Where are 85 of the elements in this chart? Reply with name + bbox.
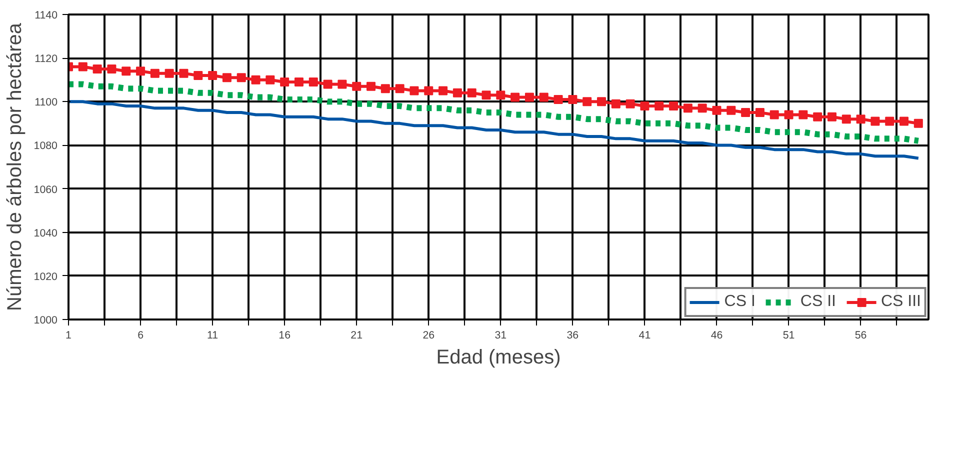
point [539, 92, 548, 102]
x-tick-label: 31 [494, 330, 507, 342]
line-series [68, 100, 920, 160]
point [452, 88, 462, 98]
point [482, 90, 491, 100]
point [726, 106, 736, 115]
point [294, 78, 304, 87]
point [669, 102, 678, 110]
y-tick-label: 1100 [34, 96, 58, 109]
x-tick-label: 26 [422, 330, 435, 342]
y-tick-label: 1000 [34, 314, 58, 326]
legend-label: CS III [880, 293, 921, 311]
point [208, 71, 218, 80]
point [107, 64, 116, 74]
point [554, 94, 563, 104]
point [698, 104, 707, 113]
point [827, 112, 836, 122]
point [813, 112, 822, 122]
point [611, 99, 620, 108]
y-tick-label: 1140 [34, 10, 58, 22]
x-tick-label: 51 [782, 330, 795, 342]
point [568, 94, 578, 104]
point [741, 108, 750, 118]
point [266, 75, 275, 84]
point [338, 80, 347, 89]
y-tick-label: 1120 [34, 53, 58, 66]
point [870, 116, 880, 126]
point [308, 78, 318, 87]
point [683, 104, 692, 113]
point [380, 84, 390, 94]
point [712, 106, 722, 115]
legend-label: CS I [724, 293, 756, 311]
point [784, 110, 794, 120]
point [856, 114, 866, 124]
point [251, 75, 260, 84]
point [222, 73, 232, 82]
point [582, 97, 592, 106]
point [597, 97, 606, 106]
x-tick-label: 36 [566, 330, 579, 342]
point [410, 86, 419, 96]
point [510, 92, 520, 102]
point [395, 84, 404, 94]
point [496, 90, 506, 100]
point [467, 88, 476, 98]
x-tick-label: 56 [854, 330, 867, 342]
point [900, 116, 909, 126]
point [136, 66, 146, 76]
point [640, 102, 650, 110]
point [366, 82, 376, 91]
x-tick-label: 41 [638, 330, 651, 342]
y-tick-label: 1040 [34, 227, 58, 240]
point [194, 71, 203, 80]
point [438, 86, 448, 96]
point [352, 82, 362, 91]
point [626, 99, 635, 108]
point [122, 66, 131, 76]
point [150, 68, 160, 78]
y-axis-title: Número de árboles por hectárea [4, 22, 26, 311]
point [236, 73, 246, 82]
point [885, 116, 894, 126]
point [179, 68, 188, 78]
x-tick-label: 16 [278, 330, 291, 342]
point [914, 118, 923, 128]
x-tick-label: 21 [350, 330, 363, 342]
x-tick-label: 11 [207, 330, 218, 342]
point [755, 108, 764, 118]
point [654, 102, 664, 110]
point [424, 86, 434, 96]
x-tick-label: 1 [66, 330, 72, 342]
legend-label: CS II [800, 293, 836, 311]
point [524, 92, 534, 102]
y-tick-label: 1080 [34, 140, 58, 152]
point [92, 64, 102, 74]
point [280, 78, 290, 87]
x-axis-title: Edad (meses) [436, 346, 561, 368]
point [323, 80, 332, 89]
y-tick-label: 1060 [34, 184, 58, 196]
point [164, 68, 174, 78]
point [798, 110, 808, 120]
y-tick-label: 1020 [34, 270, 58, 283]
x-tick-label: 6 [138, 330, 144, 342]
point [770, 110, 779, 120]
point [842, 114, 851, 124]
x-tick-label: 46 [710, 330, 723, 342]
point [78, 62, 88, 72]
